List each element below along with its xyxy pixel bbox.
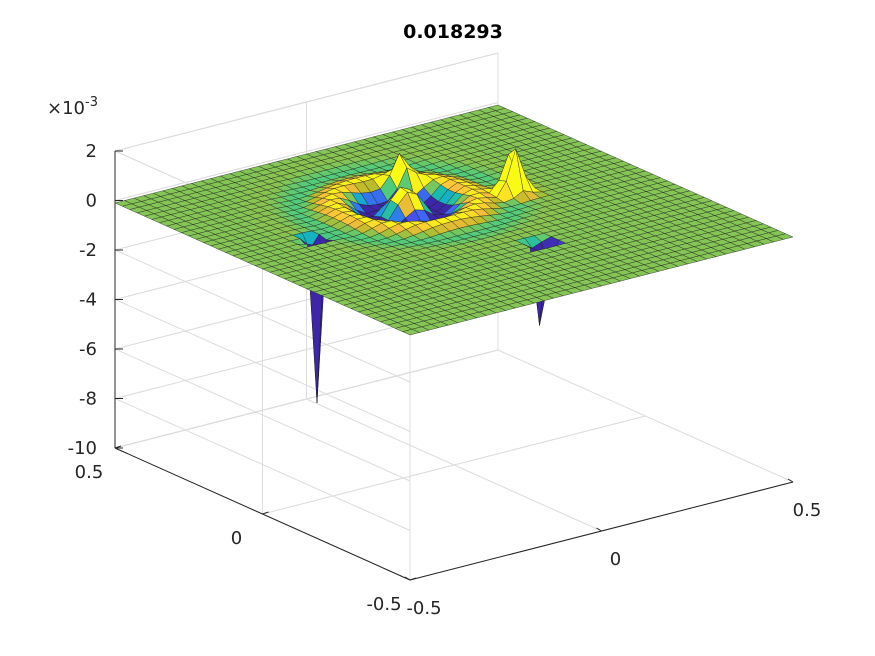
x-tick-label: 0.5 <box>793 500 822 521</box>
surface-patch <box>775 233 794 240</box>
axes-box-lines <box>114 150 794 581</box>
floor-gridline-y <box>262 415 646 515</box>
y-tick-label: 0 <box>231 528 242 549</box>
box-back-edge <box>114 52 499 152</box>
z-tick-label: -8 <box>79 389 97 410</box>
x-tick-mark <box>404 576 411 581</box>
wall-gridline-z <box>114 249 411 383</box>
z-tick-label: -4 <box>79 290 97 311</box>
surface-mesh <box>114 104 794 403</box>
wall-gridline-z <box>114 348 411 482</box>
z-tick-label: -10 <box>68 438 97 459</box>
z-tick-label: 0 <box>86 191 97 212</box>
y-tick-label: -0.5 <box>366 594 401 615</box>
tick-labels: 2 0 -2 -4 -6 -8 -10 -0.5 0 0.5 -0.5 0 0.5 <box>68 141 822 619</box>
y-tick-mark <box>262 511 269 515</box>
z-exponent-base: ×10 <box>47 98 85 119</box>
x-tick-mark <box>787 478 794 483</box>
chart-title: 0.018293 <box>403 21 503 43</box>
z-exponent-label: ×10-3 <box>47 95 98 119</box>
y-tick-label: 0.5 <box>75 462 104 483</box>
z-tick-label: -6 <box>79 339 97 360</box>
wall-gridline-z <box>114 299 411 432</box>
wall-gridline-z <box>114 102 499 201</box>
y-tick-mark <box>409 577 417 581</box>
x-tick-label: 0 <box>610 549 621 570</box>
x-tick-label: -0.5 <box>406 598 441 619</box>
box-back-edge <box>114 349 499 449</box>
x-tick-mark <box>596 527 602 532</box>
z-tick-label: 2 <box>86 141 97 162</box>
z-exponent-power: -3 <box>85 95 98 110</box>
z-tick-label: -2 <box>79 240 97 261</box>
wall-gridline-z <box>114 398 411 531</box>
y-tick-mark <box>114 445 122 449</box>
